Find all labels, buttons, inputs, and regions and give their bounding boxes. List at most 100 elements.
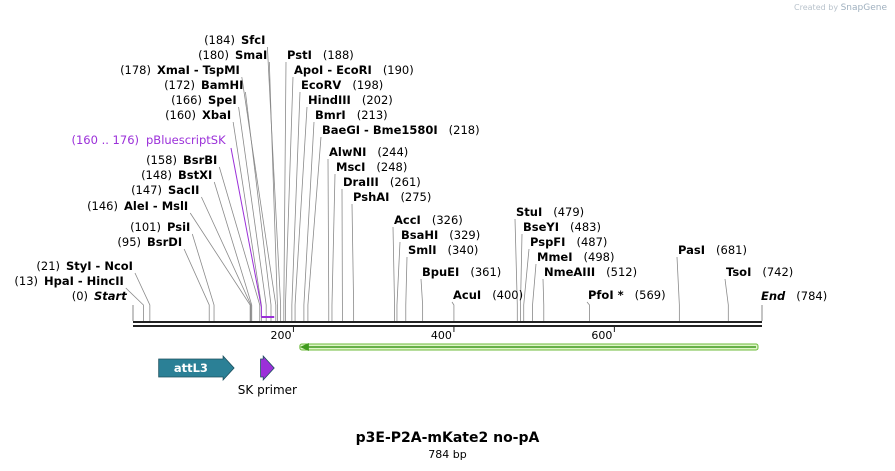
site-pos-hpaI: (13) [14, 274, 38, 288]
site-pos-mmeI: (498) [584, 250, 615, 264]
site-label-ecoRV: EcoRV [301, 78, 341, 92]
site-label-pstI: PstI [287, 48, 312, 62]
site-label-smaI: SmaI [235, 48, 267, 62]
site-line-bsrBI [218, 166, 261, 321]
site-line-pfoI [586, 301, 590, 321]
backbone-top-strand [133, 321, 762, 323]
site-label-sacII: SacII [168, 183, 199, 197]
site-label-baeGI: BaeGI - Bme1580I [322, 123, 438, 137]
site-label-xbaI: XbaI [202, 108, 231, 122]
site-line-mmeI [532, 263, 537, 321]
site-line-smlI [405, 256, 408, 321]
site-pos-bsaHI: (329) [449, 228, 480, 242]
site-line-ecoRV [291, 91, 301, 321]
site-line-xmaI [241, 76, 277, 321]
feature-sk-primer-label: SK primer [238, 383, 297, 397]
map-length: 784 bp [428, 448, 467, 461]
feature-sk-primer-arrow [260, 354, 275, 382]
site-line-tsoI [724, 278, 729, 321]
site-line-speI [238, 106, 267, 321]
site-pos-pshAI: (275) [400, 190, 431, 204]
site-line-nmeAIII [542, 278, 545, 321]
site-pos-smlI: (340) [448, 243, 479, 257]
tick-label-600: 600 [591, 329, 612, 342]
site-pos-pstI: (188) [323, 48, 354, 62]
site-label-styI: StyI - NcoI [66, 259, 133, 273]
feature-orf-arrowhead [299, 343, 309, 351]
tick-label-400: 400 [431, 329, 452, 342]
site-pos-xbaI: (160) [165, 108, 196, 122]
feature-attL3-arrow [158, 354, 235, 382]
tick-label-200: 200 [270, 329, 291, 342]
site-label-start: Start [94, 289, 127, 303]
site-pos-pasI: (681) [716, 243, 747, 257]
site-line-mscI [331, 173, 336, 321]
site-label-smlI: SmlI [408, 243, 437, 257]
primer-binding-range: (160 .. 176) [72, 133, 140, 147]
feature-track: attL3 SK primer [158, 343, 759, 397]
site-line-pstI [283, 61, 287, 321]
site-label-hindIII: HindIII [308, 93, 351, 107]
site-label-bseYI: BseYI [523, 220, 559, 234]
site-label-xmaI: XmaI - TspMI [157, 63, 240, 77]
site-label-pspFI: PspFI [530, 235, 565, 249]
site-pos-bamHI: (172) [164, 78, 195, 92]
site-pos-sfcI: (184) [204, 33, 235, 47]
site-pos-end: (784) [796, 289, 827, 303]
site-label-end: End [761, 289, 786, 303]
site-leader-lines [125, 46, 763, 321]
site-line-pasI [676, 256, 680, 321]
site-pos-draIII: (261) [390, 175, 421, 189]
site-line-aleI [189, 212, 251, 321]
site-label-apoI: ApoI - EcoRI [294, 63, 372, 77]
site-label-tsoI: TsoI [726, 265, 751, 279]
site-line-sacII [201, 196, 252, 321]
site-label-alwNI: AlwNI [329, 145, 366, 159]
site-pos-sacII: (147) [131, 183, 162, 197]
snapgene-watermark: Created by SnapGene [794, 3, 887, 13]
site-pos-acuI: (400) [492, 288, 523, 302]
site-pos-psiI: (101) [130, 220, 161, 234]
site-label-aleI: AleI - MslI [124, 199, 188, 213]
dna-backbone [133, 321, 762, 327]
site-line-baeGI [307, 136, 322, 321]
site-line-accI [392, 226, 395, 321]
site-line-sfcI [266, 46, 282, 321]
site-label-accI: AccI [394, 213, 421, 227]
map-title: p3E-P2A-mKate2 no-pA [355, 430, 540, 446]
site-pos-smaI: (180) [198, 48, 229, 62]
site-pos-pspFI: (487) [576, 235, 607, 249]
site-line-stuI [514, 218, 518, 321]
site-pos-baeGI: (218) [449, 123, 480, 137]
watermark-prefix: Created by [794, 3, 839, 12]
site-pos-tsoI: (742) [762, 265, 793, 279]
site-pos-aleI: (146) [87, 199, 118, 213]
site-label-bamHI: BamHI [201, 78, 243, 92]
site-label-mmeI: MmeI [537, 250, 573, 264]
site-label-pshAI: PshAI [353, 190, 389, 204]
site-pos-mscI: (248) [376, 160, 407, 174]
site-label-pasI: PasI [678, 243, 705, 257]
primer-binding-line [230, 147, 262, 317]
site-label-bpuEI: BpuEI [422, 265, 459, 279]
site-line-pshAI [351, 203, 355, 321]
site-pos-speI: (166) [171, 93, 202, 107]
site-pos-xmaI: (178) [120, 63, 151, 77]
site-line-styI [134, 272, 151, 321]
site-pos-stuI: (479) [553, 205, 584, 219]
site-line-apoI [285, 76, 294, 321]
site-line-alwNI [327, 158, 330, 321]
site-pos-styI: (21) [36, 259, 60, 273]
site-label-bmrI: BmrI [315, 108, 346, 122]
site-line-bmrI [303, 121, 315, 321]
site-pos-ecoRV: (198) [352, 78, 383, 92]
site-line-bpuEI [420, 278, 424, 321]
site-pos-bsrBI: (158) [146, 153, 177, 167]
site-label-hpaI: HpaI - HincII [44, 274, 124, 288]
site-pos-accI: (326) [432, 213, 463, 227]
site-line-bsrDI [183, 248, 210, 321]
site-label-nmeAIII: NmeAIII [544, 265, 595, 279]
site-label-pfoI: PfoI * [588, 288, 624, 302]
site-pos-pfoI: (569) [635, 288, 666, 302]
site-line-bseYI [520, 233, 523, 321]
